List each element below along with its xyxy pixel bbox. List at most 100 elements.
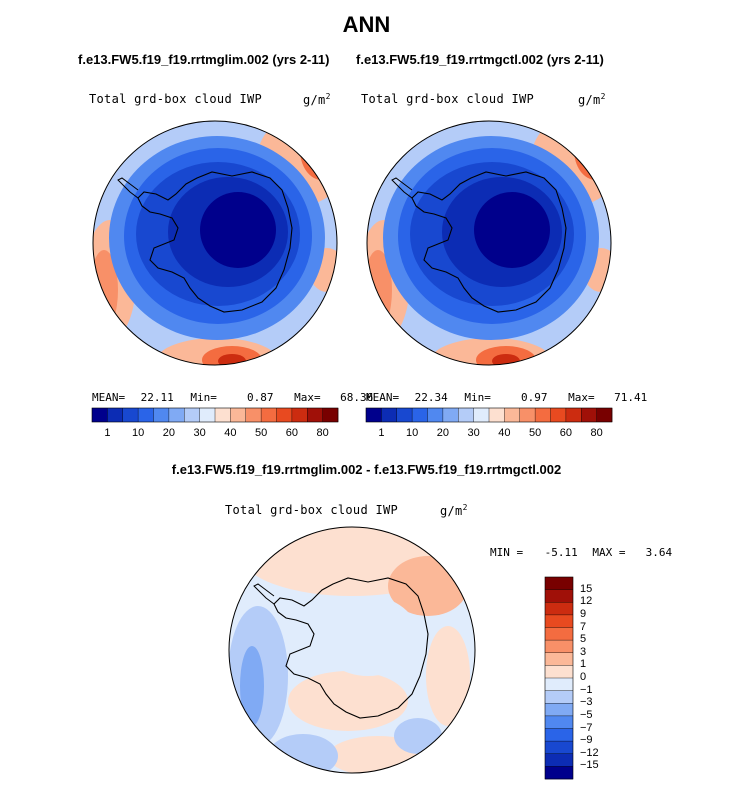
left-colorbar-labels: 1 10 20 30 40 50 60 80 [92,427,338,441]
max-label: Max= [294,391,321,404]
warm-region [218,354,246,365]
left-variable-label: Total grd-box cloud IWP [89,92,263,106]
colorbar-swatch [92,408,108,422]
colorbar-swatch [545,690,573,704]
right-stats: MEAN= 22.34 Min= 0.97 Max= 71.41 [366,391,647,404]
colorbar-swatch [396,408,413,422]
colorbar-tick-label: 7 [580,620,587,633]
warm-region [492,354,520,365]
antarctica-coastline [137,171,293,313]
colorbar-tick-label: 5 [580,633,587,646]
left-polar-map [92,120,338,366]
peninsula-coastline [253,583,275,605]
min-label: Min= [464,391,491,404]
diff-max-value: 3.64 [645,546,673,559]
left-stats: MEAN= 22.11 Min= 0.87 Max= 68.36 [92,391,373,404]
colorbar-tick-label: 50 [529,427,542,439]
colorbar-tick-label: −3 [580,696,593,709]
antarctica-coastline [411,171,567,313]
colorbar-swatch [545,614,573,628]
colorbar-swatch [184,408,200,422]
warm-region [574,121,611,180]
colorbar-swatch [545,703,573,717]
colorbar-tick-label: 12 [580,595,593,608]
colorbar-swatch [122,408,139,422]
min-label: Min= [190,391,217,404]
figure-title: ANN [342,12,391,37]
diff-variable-label: Total grd-box cloud IWP [225,503,399,517]
colorbar-tick-label: 40 [498,427,511,439]
colorbar-swatch [545,640,573,654]
colorbar-tick-label: −15 [580,759,599,772]
colorbar-tick-label: 0 [580,671,587,683]
colorbar-swatch [545,602,573,616]
diff-max-label: MAX = [592,546,626,559]
colorbar-swatch [545,728,573,742]
colorbar-swatch [442,408,459,422]
difference-title: f.e13.FW5.f19_f19.rrtmglim.002 - f.e13.F… [171,462,562,477]
mean-value: 22.11 [140,391,174,404]
colorbar-swatch [581,408,597,422]
colorbar-swatch [550,408,567,422]
colorbar-swatch [322,408,339,422]
colorbar-tick-label: −5 [580,708,593,721]
colorbar-tick-label: 1 [104,427,111,439]
right-case-title: f.e13.FW5.f19_f19.rrtmgctl.002 (yrs 2-11… [356,52,604,67]
colorbar-tick-label: 3 [580,645,587,658]
colorbar-swatch [366,408,382,422]
difference-colorbar-labels: 15 12 9 7 5 3 1 0 −1 −3 −5 −7 −9 −12 −15 [580,577,620,779]
colorbar-tick-label: 30 [467,427,480,439]
colorbar-swatch [245,408,262,422]
colorbar-swatch [473,408,490,422]
colorbar-swatch [535,408,551,422]
colorbar-tick-label: 80 [316,427,329,439]
mean-label: MEAN= [92,391,126,404]
colorbar-tick-label: 20 [436,427,449,439]
colorbar-swatch [504,408,521,422]
difference-polar-map [228,526,476,774]
anomaly-region [318,596,418,676]
colorbar-swatch [381,408,398,422]
peninsula-coastline [391,177,413,199]
anomaly-region [426,626,470,726]
colorbar-swatch [138,408,154,422]
mean-label: MEAN= [366,391,400,404]
max-label: Max= [568,391,595,404]
anomaly-region [240,646,264,726]
left-units-label: g/m2 [303,92,331,107]
colorbar-tick-label: 9 [580,607,587,620]
colorbar-swatch [545,678,573,691]
difference-colorbar [544,576,574,780]
colorbar-swatch [153,408,170,422]
colorbar-tick-label: −7 [580,721,593,734]
antarctica-coastline [273,577,429,719]
colorbar-tick-label: 10 [406,427,419,439]
colorbar-swatch [427,408,444,422]
peninsula-coastline [117,177,139,199]
colorbar-swatch [565,408,582,422]
colorbar-tick-label: −1 [580,683,593,696]
colorbar-swatch [596,408,613,422]
mean-value: 22.34 [414,391,448,404]
colorbar-swatch [545,715,573,729]
colorbar-swatch [519,408,536,422]
colorbar-tick-label: −12 [580,746,599,759]
cloud-region [200,192,276,268]
colorbar-tick-label: −9 [580,734,593,747]
warm-region [300,121,337,180]
diff-min-value: -5.11 [544,546,578,559]
colorbar-tick-label: 20 [162,427,175,439]
colorbar-swatch [545,741,573,755]
colorbar-swatch [489,408,505,422]
right-polar-map [366,120,612,366]
colorbar-tick-label: 60 [559,427,572,439]
right-colorbar [365,407,613,423]
colorbar-swatch [412,408,428,422]
anomaly-region [268,734,338,773]
colorbar-swatch [545,753,573,767]
colorbar-tick-label: 1 [378,427,385,439]
max-value: 68.36 [340,391,374,404]
colorbar-swatch [458,408,474,422]
colorbar-tick-label: 80 [590,427,603,439]
right-variable-label: Total grd-box cloud IWP [361,92,535,106]
